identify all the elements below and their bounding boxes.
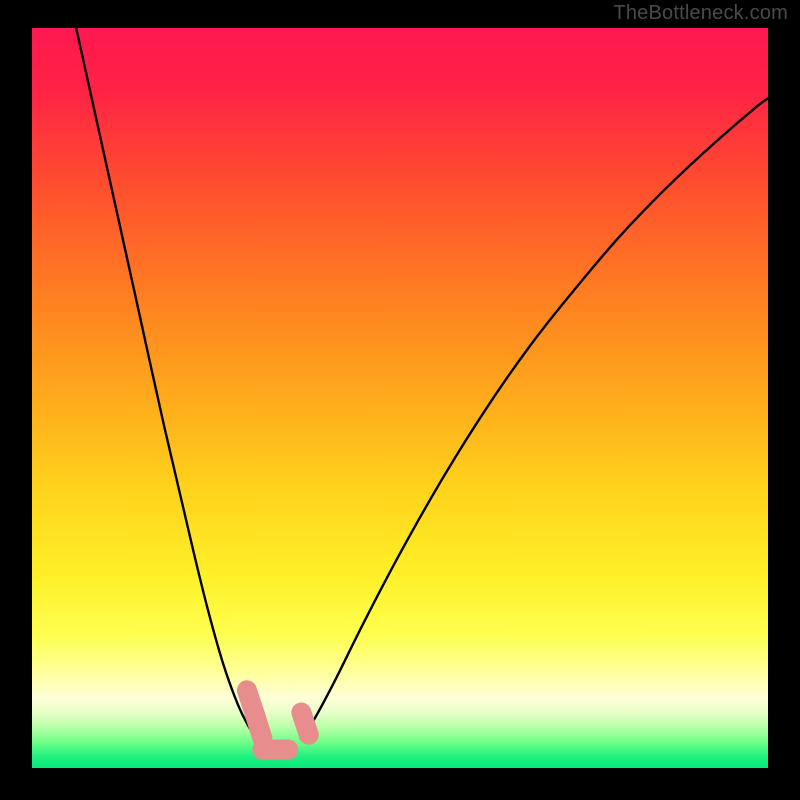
bottleneck-chart bbox=[32, 28, 768, 768]
accent-capsule bbox=[301, 713, 308, 735]
gradient-background bbox=[32, 28, 768, 768]
accent-capsule bbox=[255, 715, 262, 739]
watermark-text: TheBottleneck.com bbox=[613, 2, 788, 25]
